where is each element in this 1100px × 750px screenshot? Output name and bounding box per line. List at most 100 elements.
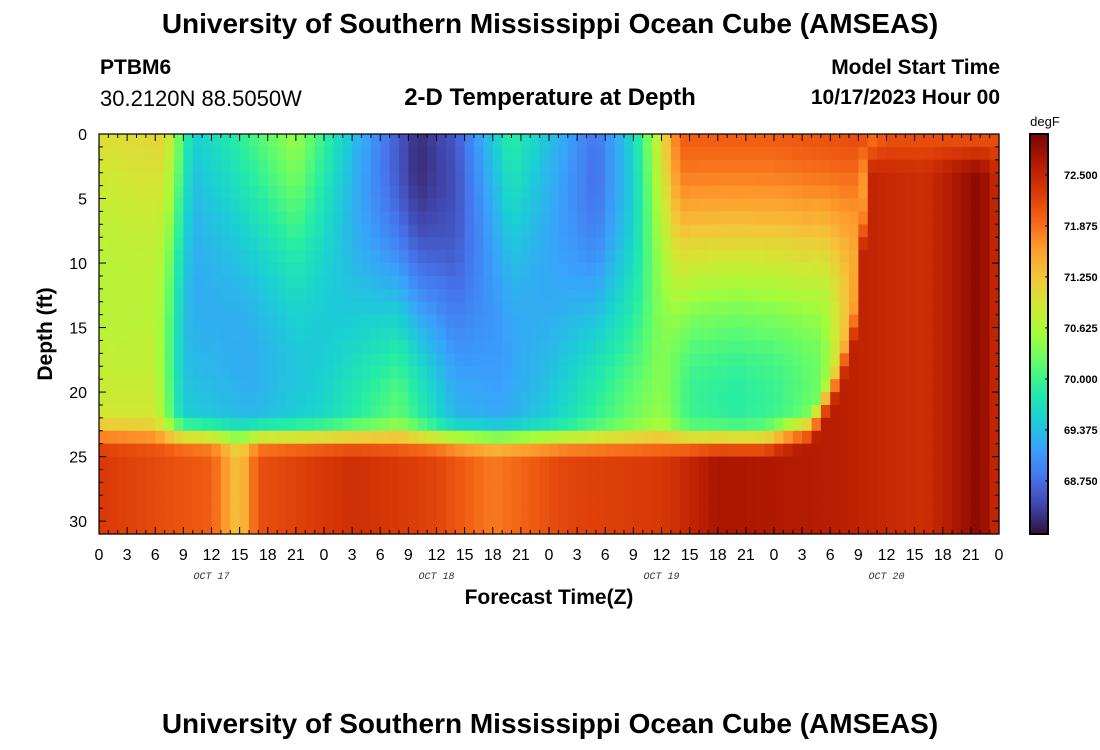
heatmap-cell	[305, 482, 316, 496]
heatmap-cell	[474, 250, 484, 264]
heatmap-cell	[455, 417, 466, 432]
heatmap-cell	[258, 495, 269, 509]
heatmap-cell	[295, 134, 306, 148]
heatmap-cell	[117, 211, 128, 225]
heatmap-cell	[239, 237, 250, 251]
heatmap-cell	[305, 430, 316, 445]
heatmap-cell	[483, 443, 494, 458]
heatmap-cell	[970, 211, 981, 225]
heatmap-cell	[455, 404, 466, 419]
heatmap-cell	[558, 482, 569, 496]
heatmap-cell	[408, 211, 419, 225]
heatmap-cell	[942, 521, 953, 535]
heatmap-cell	[858, 237, 869, 251]
heatmap-cell	[408, 353, 419, 367]
heatmap-cell	[436, 185, 447, 200]
heatmap-cell	[155, 340, 166, 354]
heatmap-cell	[305, 314, 316, 329]
heatmap-cell	[445, 327, 456, 342]
heatmap-cell	[755, 340, 766, 354]
heatmap-cell	[633, 275, 644, 290]
heatmap-cell	[792, 263, 803, 277]
heatmap-cell	[324, 443, 334, 458]
heatmap-cell	[670, 430, 681, 445]
heatmap-cell	[380, 327, 391, 342]
heatmap-cell	[474, 521, 484, 535]
heatmap-cell	[933, 250, 944, 264]
heatmap-cell	[502, 250, 513, 264]
heatmap-cell	[445, 263, 456, 277]
heatmap-cell	[633, 456, 644, 471]
heatmap-cell	[792, 301, 803, 316]
heatmap-cell	[520, 134, 531, 148]
heatmap-cell	[577, 340, 588, 354]
heatmap-cell	[905, 443, 916, 458]
heatmap-cell	[689, 495, 700, 509]
heatmap-cell	[277, 237, 288, 251]
heatmap-cell	[849, 417, 859, 432]
heatmap-cell	[520, 404, 531, 419]
heatmap-cell	[342, 353, 353, 367]
heatmap-cell	[417, 146, 428, 161]
y-tick-label: 30	[69, 514, 87, 531]
heatmap-cell	[924, 198, 934, 213]
heatmap-cell	[333, 353, 344, 367]
heatmap-cell	[417, 495, 428, 509]
heatmap-cell	[520, 430, 531, 445]
heatmap-cell	[192, 146, 203, 161]
heatmap-cell	[567, 366, 578, 380]
heatmap-cell	[942, 159, 953, 174]
heatmap-cell	[989, 134, 1000, 148]
heatmap-cell	[389, 301, 400, 316]
heatmap-cell	[549, 198, 559, 213]
heatmap-cell	[699, 263, 709, 277]
heatmap-cell	[502, 263, 513, 277]
heatmap-cell	[605, 404, 616, 419]
heatmap-cell	[680, 366, 691, 380]
heatmap-cell	[258, 159, 269, 174]
heatmap-cell	[286, 224, 297, 238]
heatmap-cell	[230, 366, 241, 380]
heatmap-cell	[324, 172, 334, 187]
heatmap-cell	[370, 198, 381, 213]
heatmap-cell	[370, 301, 381, 316]
heatmap-cell	[633, 211, 644, 225]
heatmap-cell	[117, 521, 128, 535]
heatmap-cell	[436, 456, 447, 471]
heatmap-cell	[108, 159, 119, 174]
heatmap-cell	[642, 404, 653, 419]
heatmap-cell	[286, 340, 297, 354]
heatmap-cell	[745, 172, 756, 187]
heatmap-cell	[445, 379, 456, 393]
heatmap-cell	[211, 159, 222, 174]
heatmap-cell	[820, 417, 831, 432]
heatmap-cell	[905, 250, 916, 264]
heatmap-cell	[989, 159, 1000, 174]
heatmap-cell	[830, 327, 841, 342]
heatmap-cell	[961, 482, 972, 496]
heatmap-cell	[464, 495, 475, 509]
heatmap-cell	[914, 146, 925, 161]
heatmap-cell	[342, 224, 353, 238]
heatmap-cell	[455, 185, 466, 200]
heatmap-cell	[267, 443, 278, 458]
heatmap-cell	[924, 521, 934, 535]
heatmap-cell	[427, 430, 438, 445]
heatmap-cell	[642, 495, 653, 509]
heatmap-cell	[558, 198, 569, 213]
heatmap-cell	[952, 275, 963, 290]
heatmap-cell	[117, 443, 128, 458]
heatmap-cell	[811, 366, 822, 380]
heatmap-cell	[474, 469, 484, 483]
heatmap-cell	[830, 521, 841, 535]
heatmap-cell	[549, 211, 559, 225]
heatmap-cell	[370, 392, 381, 406]
heatmap-cell	[267, 224, 278, 238]
heatmap-cell	[895, 430, 906, 445]
heatmap-cell	[361, 314, 372, 329]
heatmap-cell	[811, 495, 822, 509]
heatmap-cell	[324, 521, 334, 535]
heatmap-cell	[417, 237, 428, 251]
heatmap-cell	[961, 379, 972, 393]
heatmap-cell	[680, 263, 691, 277]
